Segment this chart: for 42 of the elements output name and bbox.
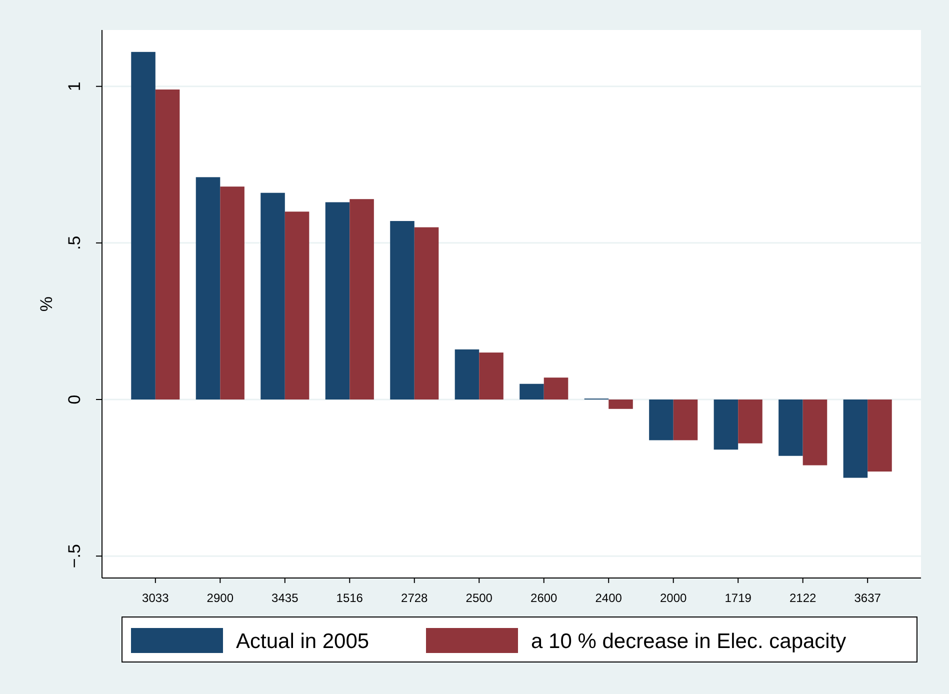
bar xyxy=(454,349,480,400)
bar xyxy=(843,400,868,478)
bar xyxy=(714,400,738,450)
y-tick-label: .5 xyxy=(65,236,84,250)
x-tick-label: 1516 xyxy=(336,591,364,605)
bar xyxy=(196,177,220,400)
x-tick-label: 1719 xyxy=(724,591,752,605)
bar xyxy=(608,400,633,409)
bar xyxy=(390,221,414,400)
bar xyxy=(520,384,544,400)
bar xyxy=(544,378,568,400)
x-tick-label: 3033 xyxy=(142,591,170,605)
bar xyxy=(350,199,374,400)
y-tick-label: 1 xyxy=(65,82,84,92)
y-tick-label: 0 xyxy=(65,394,84,404)
bar xyxy=(155,89,180,400)
bar xyxy=(868,400,892,472)
bar xyxy=(414,227,439,400)
x-tick-label: 2122 xyxy=(789,591,817,605)
x-tick-label: 2600 xyxy=(530,591,558,605)
bar xyxy=(802,400,828,466)
bar xyxy=(325,202,350,400)
x-tick-label: 3435 xyxy=(272,591,299,605)
bar xyxy=(131,52,156,400)
legend-label: a 10 % decrease in Elec. capacity xyxy=(531,630,847,653)
bar xyxy=(778,400,803,456)
bar xyxy=(260,192,285,400)
legend-label: Actual in 2005 xyxy=(236,630,370,653)
y-tick-label: −.5 xyxy=(65,544,84,568)
x-tick-label: 2000 xyxy=(660,591,688,605)
x-tick-label: 2400 xyxy=(595,591,622,605)
x-tick-label: 2900 xyxy=(206,591,234,605)
bar xyxy=(479,352,504,400)
bar xyxy=(220,186,244,400)
bar xyxy=(673,400,698,440)
bar xyxy=(649,400,674,440)
x-tick-label: 2728 xyxy=(401,591,428,605)
y-axis-title: % xyxy=(37,296,56,312)
x-tick-label: 3637 xyxy=(854,591,882,605)
bar xyxy=(738,400,762,444)
x-tick-label: 2500 xyxy=(466,591,493,605)
bar xyxy=(284,212,310,400)
